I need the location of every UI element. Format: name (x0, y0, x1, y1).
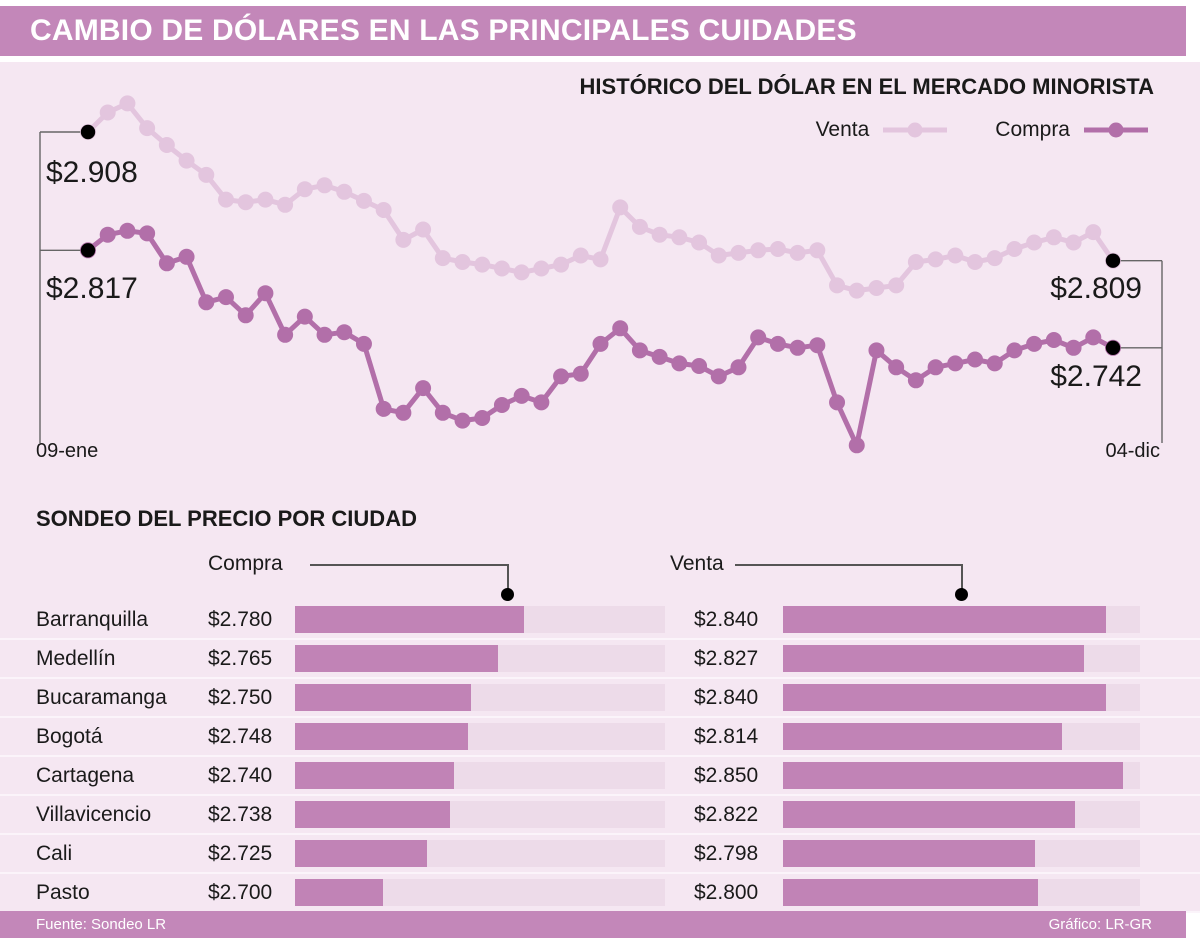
table-row: Cali $2.725 $2.798 (0, 835, 1200, 874)
venta-value: $2.800 (694, 881, 759, 904)
compra-callout-drop-line (507, 564, 509, 589)
venta-bar-track (783, 645, 1140, 672)
compra-bar-fill (295, 606, 525, 633)
venta-value: $2.827 (694, 647, 759, 670)
footer-bar: Fuente: Sondeo LR Gráfico: LR-GR (0, 911, 1186, 938)
compra-bar-track (295, 801, 665, 828)
venta-bar-track (783, 606, 1140, 633)
compra-bar-track (295, 684, 665, 711)
compra-bar-track (295, 840, 665, 867)
city-label: Bogotá (36, 725, 103, 748)
compra-value: $2.750 (208, 686, 273, 709)
chart-title: HISTÓRICO DEL DÓLAR EN EL MERCADO MINORI… (579, 74, 1154, 99)
city-label: Villavicencio (36, 803, 152, 826)
compra-bar-track (295, 645, 665, 672)
compra-value: $2.740 (208, 764, 273, 787)
x-axis-end-label: 04-dic (1105, 440, 1160, 462)
page-title: CAMBIO DE DÓLARES EN LAS PRINCIPALES CUI… (30, 14, 857, 47)
compra-value: $2.725 (208, 842, 273, 865)
x-axis-start-label: 09-ene (36, 440, 99, 462)
venta-start-value-label: $2.908 (46, 156, 138, 189)
venta-value: $2.840 (694, 686, 759, 709)
venta-bar-fill (783, 645, 1084, 672)
city-label: Medellín (36, 647, 116, 670)
chart-legend: Venta Compra (816, 118, 1148, 142)
compra-bar-track (295, 723, 665, 750)
venta-bar-track (783, 840, 1140, 867)
compra-bar-fill (295, 879, 384, 906)
venta-bar-fill (783, 840, 1035, 867)
venta-callout-dot (955, 588, 968, 601)
venta-bar-track (783, 684, 1140, 711)
compra-start-value-label: $2.817 (46, 272, 138, 305)
venta-bar-track (783, 723, 1140, 750)
venta-bar-fill (783, 762, 1123, 789)
venta-bar-fill (783, 723, 1062, 750)
compra-column-header: Compra (208, 552, 283, 575)
compra-bar-track (295, 879, 665, 906)
venta-callout-line (735, 564, 962, 566)
venta-bar-fill (783, 801, 1076, 828)
venta-value: $2.822 (694, 803, 759, 826)
legend-item-venta: Venta (816, 118, 948, 142)
compra-value: $2.780 (208, 608, 273, 631)
legend-label: Venta (815, 118, 870, 141)
table-row: Barranquilla $2.780 $2.840 (0, 601, 1200, 640)
header-bar: CAMBIO DE DÓLARES EN LAS PRINCIPALES CUI… (0, 6, 1186, 56)
compra-bar-fill (295, 762, 454, 789)
venta-bar-track (783, 801, 1140, 828)
table-row: Villavicencio $2.738 $2.822 (0, 796, 1200, 835)
compra-value: $2.700 (208, 881, 273, 904)
compra-end-value-label: $2.742 (1050, 360, 1142, 393)
compra-bar-fill (295, 723, 468, 750)
compra-callout-line (310, 564, 508, 566)
compra-value: $2.765 (208, 647, 273, 670)
venta-bar-fill (783, 684, 1106, 711)
compra-legend-swatch-icon (1084, 122, 1148, 138)
compra-bar-fill (295, 645, 498, 672)
table-row: Bogotá $2.748 $2.814 (0, 718, 1200, 757)
venta-value: $2.814 (694, 725, 759, 748)
city-label: Barranquilla (36, 608, 149, 631)
venta-bar-track (783, 762, 1140, 789)
compra-bar-track (295, 606, 665, 633)
price-table: Barranquilla $2.780 $2.840 Medellín $2.765 $2… (0, 601, 1200, 913)
compra-callout-dot (501, 588, 514, 601)
table-row: Cartagena $2.740 $2.850 (0, 757, 1200, 796)
table-row: Bucaramanga $2.750 $2.840 (0, 679, 1200, 718)
venta-end-value-label: $2.809 (1050, 272, 1142, 305)
city-label: Pasto (36, 881, 90, 904)
compra-bar-fill (295, 684, 472, 711)
compra-bar-fill (295, 840, 428, 867)
table-row: Pasto $2.700 $2.800 (0, 874, 1200, 913)
source-credit: Fuente: Sondeo LR (36, 916, 167, 933)
compra-bar-track (295, 762, 665, 789)
compra-bar-fill (295, 801, 451, 828)
city-label: Cali (36, 842, 73, 865)
city-label: Cartagena (36, 764, 135, 787)
venta-bar-track (783, 879, 1140, 906)
graphic-credit: Gráfico: LR-GR (1048, 916, 1152, 933)
compra-value: $2.738 (208, 803, 273, 826)
table-title: SONDEO DEL PRECIO POR CIUDAD (36, 506, 417, 531)
legend-label: Compra (995, 118, 1070, 141)
table-row: Medellín $2.765 $2.827 (0, 640, 1200, 679)
legend-item-compra: Compra (995, 118, 1148, 142)
venta-value: $2.798 (694, 842, 759, 865)
compra-value: $2.748 (208, 725, 273, 748)
venta-value: $2.840 (694, 608, 759, 631)
venta-bar-fill (783, 606, 1106, 633)
venta-legend-swatch-icon (883, 122, 948, 138)
city-label: Bucaramanga (36, 686, 167, 709)
venta-callout-drop-line (961, 564, 963, 589)
venta-column-header: Venta (670, 552, 724, 575)
venta-value: $2.850 (694, 764, 759, 787)
venta-bar-fill (783, 879, 1038, 906)
